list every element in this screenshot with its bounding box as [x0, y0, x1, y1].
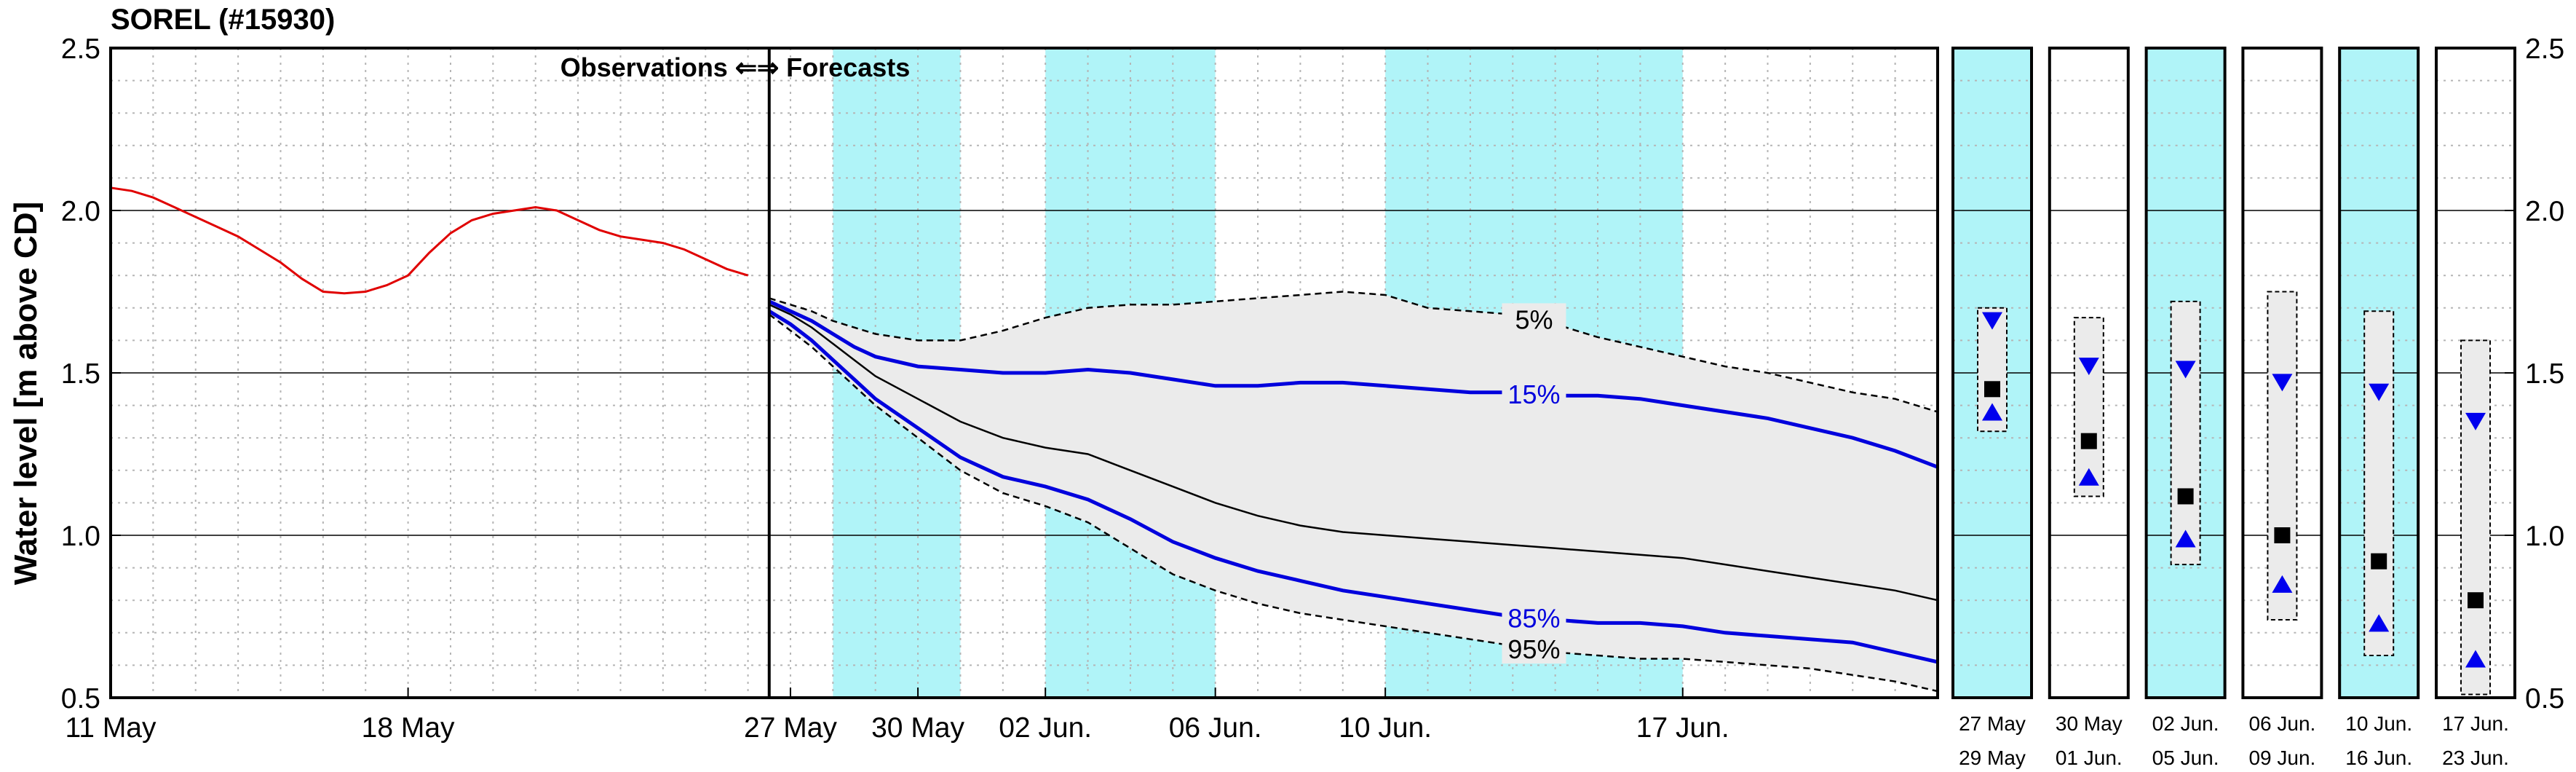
period-median-marker: [2080, 433, 2097, 449]
chart-title: SOREL (#15930): [111, 4, 335, 36]
period-p85-marker: [2369, 614, 2390, 632]
period-panel-frame: [1951, 47, 2033, 699]
period-p15-marker: [2175, 361, 2196, 379]
y-tick-label: 0.5: [61, 683, 100, 714]
period-p15-marker: [2272, 374, 2293, 392]
period-panel: 17 Jun. 23 Jun.: [2435, 47, 2516, 769]
x-tick-label: 10 Jun.: [1339, 712, 1432, 744]
series-line-median: [769, 304, 1938, 602]
period-end-label: 09 Jun.: [2248, 747, 2315, 769]
percentile-label-bg: [1502, 602, 1566, 633]
x-axis-ticks: 11 May 18 May 27 May 30 May 02 Jun. 06 Jun. 10…: [66, 688, 1729, 744]
period-panel-frame: [2338, 47, 2420, 699]
y-tick-label: 2.5: [61, 34, 100, 65]
right-y-tick-label: 1.0: [2525, 521, 2564, 552]
percentile-label: 15%: [1507, 379, 1560, 409]
y-tick-label: 1.5: [61, 358, 100, 390]
main-plot-area: 0.5 1.0 1.5 2.0 2.5 11 May 18 May 27 May 30 May…: [61, 34, 1939, 744]
right-y-tick-label: 2.5: [2525, 34, 2564, 65]
percentile-label: 5%: [1515, 304, 1553, 334]
x-tick-label: 06 Jun.: [1169, 712, 1262, 744]
right-y-tick-label: 0.5: [2525, 683, 2564, 714]
period-p85-marker: [2272, 575, 2293, 593]
period-end-label: 01 Jun.: [2056, 747, 2123, 769]
period-end-label: 16 Jun.: [2345, 747, 2412, 769]
period-panel: 30 May 01 Jun.: [2048, 47, 2130, 769]
period-panel-frame: [2241, 47, 2323, 699]
period-range-box: [2267, 291, 2298, 621]
x-tick-label: 30 May: [871, 712, 964, 744]
period-start-label: 10 Jun.: [2345, 712, 2412, 735]
y-axis-ticks: 0.5 1.0 1.5 2.0 2.5: [61, 34, 121, 714]
period-start-label: 17 Jun.: [2442, 712, 2509, 735]
observed-line: [110, 186, 749, 295]
period-median-marker: [2177, 488, 2194, 505]
period-median-marker: [2468, 592, 2484, 609]
period-start-label: 02 Jun.: [2152, 712, 2219, 735]
period-panel-frame: [2048, 47, 2130, 699]
period-median-marker: [2274, 527, 2291, 543]
period-end-label: 29 May: [1959, 747, 2026, 769]
period-end-label: 05 Jun.: [2152, 747, 2219, 769]
percentile-label-bg: [1502, 633, 1566, 664]
right-y-axis-ticks: 0.5 1.0 1.5 2.0 2.5: [2505, 34, 2564, 714]
x-tick-label: 17 Jun.: [1636, 712, 1729, 744]
y-tick-label: 2.0: [61, 196, 100, 227]
period-median-marker: [2371, 553, 2387, 570]
percentile-label-bg: [1502, 377, 1566, 409]
period-p85-marker: [1982, 403, 2002, 421]
observations-forecasts-annotation: Observations ⇐⇒ Forecasts: [560, 52, 911, 82]
period-panel: 10 Jun. 16 Jun.: [2338, 47, 2420, 769]
period-p15-marker: [2465, 412, 2486, 430]
period-range-box: [2363, 310, 2395, 657]
period-median-marker: [1984, 381, 2000, 398]
period-panel: 06 Jun. 09 Jun.: [2241, 47, 2323, 769]
period-p85-marker: [2175, 529, 2196, 548]
percentile-label-bg: [1502, 303, 1566, 334]
period-panel: 27 May 29 May: [1951, 47, 2033, 769]
y-axis-label: Water level [m above CD]: [8, 202, 44, 586]
period-p15-marker: [2078, 358, 2099, 376]
series-line-85pct: [768, 310, 1938, 664]
period-p15-marker: [1982, 312, 2002, 330]
period-range-box: [2073, 317, 2104, 497]
period-start-label: 30 May: [2056, 712, 2123, 735]
y-tick-label: 1.0: [61, 521, 100, 552]
series-line-5pct: [769, 291, 1938, 413]
period-p85-marker: [2465, 650, 2486, 668]
period-start-label: 27 May: [1959, 712, 2026, 735]
period-end-label: 23 Jun.: [2442, 747, 2509, 769]
percentile-label: 95%: [1507, 634, 1560, 664]
right-y-tick-label: 2.0: [2525, 196, 2564, 227]
period-range-box: [2460, 339, 2491, 696]
percentile-label: 85%: [1507, 604, 1560, 634]
x-tick-label: 18 May: [362, 712, 455, 744]
series-line-15pct: [768, 299, 1938, 469]
right-y-tick-label: 1.5: [2525, 358, 2564, 390]
x-tick-label: 11 May: [66, 712, 156, 744]
period-range-box: [2170, 300, 2201, 566]
series-lines: [110, 186, 1938, 693]
period-p15-marker: [2369, 383, 2390, 401]
x-tick-label: 02 Jun.: [999, 712, 1092, 744]
period-start-label: 06 Jun.: [2248, 712, 2315, 735]
x-tick-label: 27 May: [744, 712, 837, 744]
period-panel: 02 Jun. 05 Jun.: [2144, 47, 2227, 769]
uncertainty-band: [769, 291, 1938, 692]
period-p85-marker: [2078, 468, 2099, 486]
period-panel-frame: [2144, 47, 2227, 699]
percentile-labels: 5% 15% 85%95%: [1502, 303, 1566, 664]
